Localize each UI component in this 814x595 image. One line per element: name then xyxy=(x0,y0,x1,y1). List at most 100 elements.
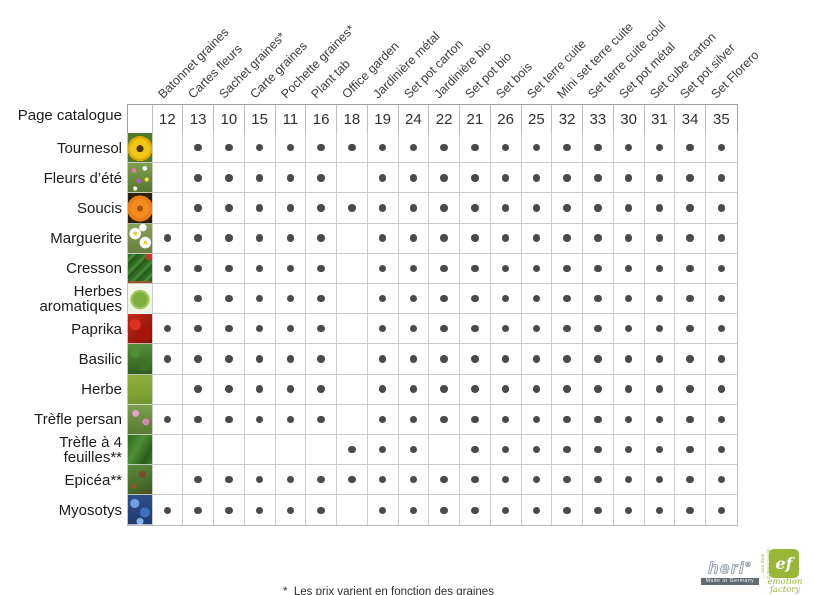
availability-dot-icon xyxy=(255,355,264,363)
matrix-cell xyxy=(306,374,337,405)
matrix-cell xyxy=(613,344,645,375)
cresson-photo xyxy=(128,253,153,284)
availability-dot-icon xyxy=(624,355,633,363)
availability-dot-icon xyxy=(686,355,694,363)
matrix-cell xyxy=(460,163,491,194)
matrix-cell xyxy=(306,404,337,435)
matrix-cell xyxy=(490,434,522,466)
availability-dot-icon xyxy=(317,506,325,515)
availability-dot-icon xyxy=(532,174,541,182)
matrix-cell xyxy=(244,344,276,375)
availability-dot-icon xyxy=(286,234,295,242)
matrix-cell xyxy=(398,253,430,284)
matrix-cell xyxy=(367,404,399,435)
page-number-cell: 33 xyxy=(583,105,614,134)
matrix-cell xyxy=(583,434,614,466)
matrix-cell xyxy=(275,465,307,496)
row-label: Fleurs d’été xyxy=(43,169,122,187)
availability-dot-icon xyxy=(563,234,571,242)
availability-dot-icon xyxy=(501,234,510,242)
availability-dot-icon xyxy=(471,143,479,152)
matrix-cell xyxy=(367,193,399,224)
soucis-photo xyxy=(128,193,153,224)
availability-dot-icon xyxy=(378,445,387,454)
availability-dot-icon xyxy=(594,475,602,484)
availability-dot-icon xyxy=(501,143,510,152)
matrix-cell xyxy=(367,163,399,194)
availability-dot-icon xyxy=(563,445,571,454)
matrix-cell xyxy=(244,193,276,224)
table-row xyxy=(128,283,737,315)
matrix-cell xyxy=(706,254,737,284)
matrix-cell xyxy=(367,314,399,345)
matrix-cell xyxy=(367,344,399,375)
matrix-cell xyxy=(244,404,276,435)
table-row xyxy=(128,465,737,496)
availability-dot-icon xyxy=(501,385,510,393)
matrix-cell xyxy=(275,404,307,435)
matrix-cell xyxy=(306,314,337,345)
matrix-cell xyxy=(152,253,184,284)
availability-dot-icon xyxy=(409,415,418,424)
availability-dot-icon xyxy=(317,204,325,212)
availability-dot-icon xyxy=(532,324,541,333)
availability-dot-icon xyxy=(409,234,418,242)
matrix-cell xyxy=(275,163,307,194)
matrix-cell xyxy=(552,404,583,435)
availability-dot-icon xyxy=(348,445,356,454)
matrix-cell xyxy=(460,465,491,496)
availability-dot-icon xyxy=(409,385,418,393)
availability-dot-icon xyxy=(163,506,172,515)
matrix-cell xyxy=(490,133,522,164)
matrix-cell xyxy=(367,283,399,315)
matrix-cell xyxy=(675,374,706,405)
matrix-cell xyxy=(398,344,430,375)
availability-dot-icon xyxy=(286,415,295,424)
matrix-cell xyxy=(275,223,307,254)
table-row xyxy=(128,193,737,224)
matrix-cell xyxy=(490,163,522,194)
availability-dot-icon xyxy=(594,234,602,242)
table-row xyxy=(128,253,737,284)
availability-dot-icon xyxy=(624,415,633,424)
matrix-cell xyxy=(214,163,245,194)
availability-dot-icon xyxy=(225,475,233,484)
matrix-cell xyxy=(183,283,214,315)
matrix-cell xyxy=(306,434,337,466)
availability-dot-icon xyxy=(563,143,571,152)
matrix-cell xyxy=(460,193,491,224)
availability-dot-icon xyxy=(594,415,602,424)
matrix-cell xyxy=(552,344,583,375)
matrix-cell xyxy=(244,374,276,405)
availability-dot-icon xyxy=(686,506,694,515)
matrix-cell xyxy=(152,374,184,405)
availability-dot-icon xyxy=(655,234,664,242)
availability-dot-icon xyxy=(655,355,664,363)
matrix-cell xyxy=(613,223,645,254)
page-number-cell: 15 xyxy=(245,105,276,134)
availability-dot-icon xyxy=(225,204,233,212)
page-number-cell: 21 xyxy=(460,105,491,134)
availability-dot-icon xyxy=(686,294,694,303)
tournesol-photo xyxy=(128,133,153,164)
availability-dot-icon xyxy=(409,445,418,454)
matrix-cell xyxy=(706,344,737,375)
availability-dot-icon xyxy=(317,475,325,484)
matrix-cell xyxy=(644,223,676,254)
availability-dot-icon xyxy=(501,264,510,273)
page-number-cell: 13 xyxy=(183,105,214,134)
availability-dot-icon xyxy=(624,174,633,182)
availability-dot-icon xyxy=(594,174,602,182)
matrix-cell xyxy=(214,495,245,526)
matrix-cell xyxy=(306,193,337,224)
matrix-cell xyxy=(552,374,583,405)
matrix-cell xyxy=(398,133,430,164)
availability-dot-icon xyxy=(471,506,479,515)
matrix-cell xyxy=(460,404,491,435)
page-number-header-row: 12 13 10 15 11 16 18 19 24 22 21 26 25 32 33 30 31 34 35 xyxy=(127,104,738,135)
matrix-cell xyxy=(367,374,399,405)
matrix-cell xyxy=(368,495,399,526)
matrix-cell xyxy=(214,283,245,315)
availability-dot-icon xyxy=(655,506,664,515)
